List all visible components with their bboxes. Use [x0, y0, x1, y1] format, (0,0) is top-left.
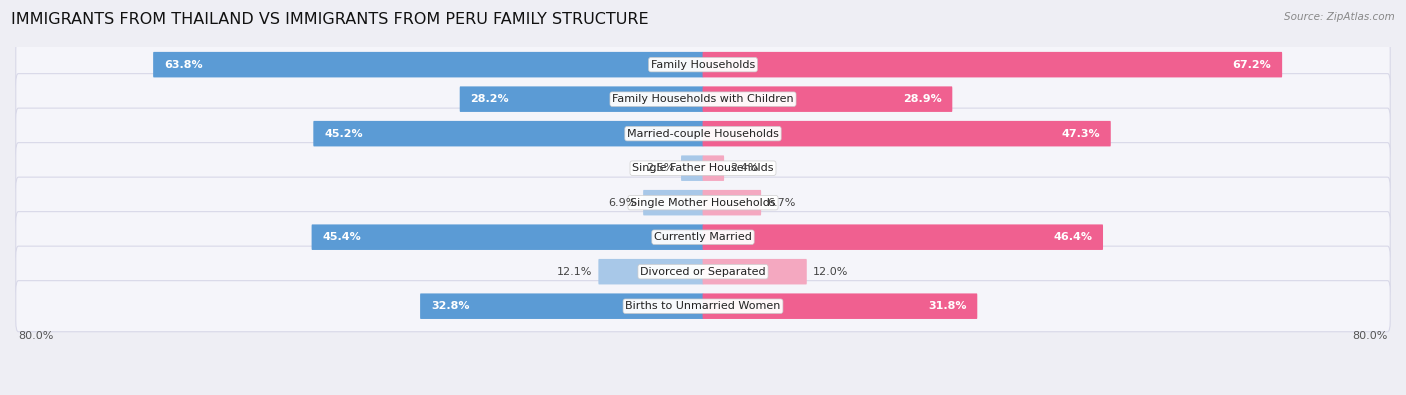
FancyBboxPatch shape: [703, 259, 807, 284]
Text: 12.1%: 12.1%: [557, 267, 592, 276]
FancyBboxPatch shape: [703, 293, 977, 319]
FancyBboxPatch shape: [681, 155, 703, 181]
Text: 31.8%: 31.8%: [928, 301, 966, 311]
FancyBboxPatch shape: [15, 108, 1391, 159]
FancyBboxPatch shape: [703, 190, 761, 215]
Text: 6.7%: 6.7%: [768, 198, 796, 208]
Text: Currently Married: Currently Married: [654, 232, 752, 242]
FancyBboxPatch shape: [15, 177, 1391, 228]
Text: 2.4%: 2.4%: [731, 163, 759, 173]
Text: 63.8%: 63.8%: [165, 60, 202, 70]
FancyBboxPatch shape: [703, 87, 952, 112]
FancyBboxPatch shape: [15, 39, 1391, 90]
Text: Births to Unmarried Women: Births to Unmarried Women: [626, 301, 780, 311]
FancyBboxPatch shape: [599, 259, 703, 284]
Text: 47.3%: 47.3%: [1062, 129, 1099, 139]
Text: Family Households: Family Households: [651, 60, 755, 70]
FancyBboxPatch shape: [703, 121, 1111, 147]
FancyBboxPatch shape: [643, 190, 703, 215]
FancyBboxPatch shape: [153, 52, 703, 77]
Text: 28.2%: 28.2%: [471, 94, 509, 104]
FancyBboxPatch shape: [15, 246, 1391, 297]
FancyBboxPatch shape: [703, 224, 1104, 250]
FancyBboxPatch shape: [312, 224, 703, 250]
Text: Family Households with Children: Family Households with Children: [612, 94, 794, 104]
Text: 45.2%: 45.2%: [323, 129, 363, 139]
FancyBboxPatch shape: [703, 155, 724, 181]
FancyBboxPatch shape: [420, 293, 703, 319]
Text: 67.2%: 67.2%: [1233, 60, 1271, 70]
Text: 32.8%: 32.8%: [430, 301, 470, 311]
Text: Source: ZipAtlas.com: Source: ZipAtlas.com: [1284, 12, 1395, 22]
FancyBboxPatch shape: [15, 212, 1391, 263]
Text: Single Father Households: Single Father Households: [633, 163, 773, 173]
FancyBboxPatch shape: [15, 281, 1391, 332]
Text: 80.0%: 80.0%: [18, 331, 53, 340]
Text: Married-couple Households: Married-couple Households: [627, 129, 779, 139]
Text: 46.4%: 46.4%: [1053, 232, 1092, 242]
FancyBboxPatch shape: [703, 52, 1282, 77]
Text: 28.9%: 28.9%: [903, 94, 942, 104]
FancyBboxPatch shape: [460, 87, 703, 112]
Text: Divorced or Separated: Divorced or Separated: [640, 267, 766, 276]
FancyBboxPatch shape: [15, 143, 1391, 194]
Text: 45.4%: 45.4%: [322, 232, 361, 242]
Text: 12.0%: 12.0%: [813, 267, 849, 276]
Text: 2.5%: 2.5%: [647, 163, 675, 173]
Text: IMMIGRANTS FROM THAILAND VS IMMIGRANTS FROM PERU FAMILY STRUCTURE: IMMIGRANTS FROM THAILAND VS IMMIGRANTS F…: [11, 12, 650, 27]
Text: 80.0%: 80.0%: [1353, 331, 1388, 340]
FancyBboxPatch shape: [15, 73, 1391, 125]
FancyBboxPatch shape: [314, 121, 703, 147]
Text: Single Mother Households: Single Mother Households: [630, 198, 776, 208]
Text: 6.9%: 6.9%: [609, 198, 637, 208]
